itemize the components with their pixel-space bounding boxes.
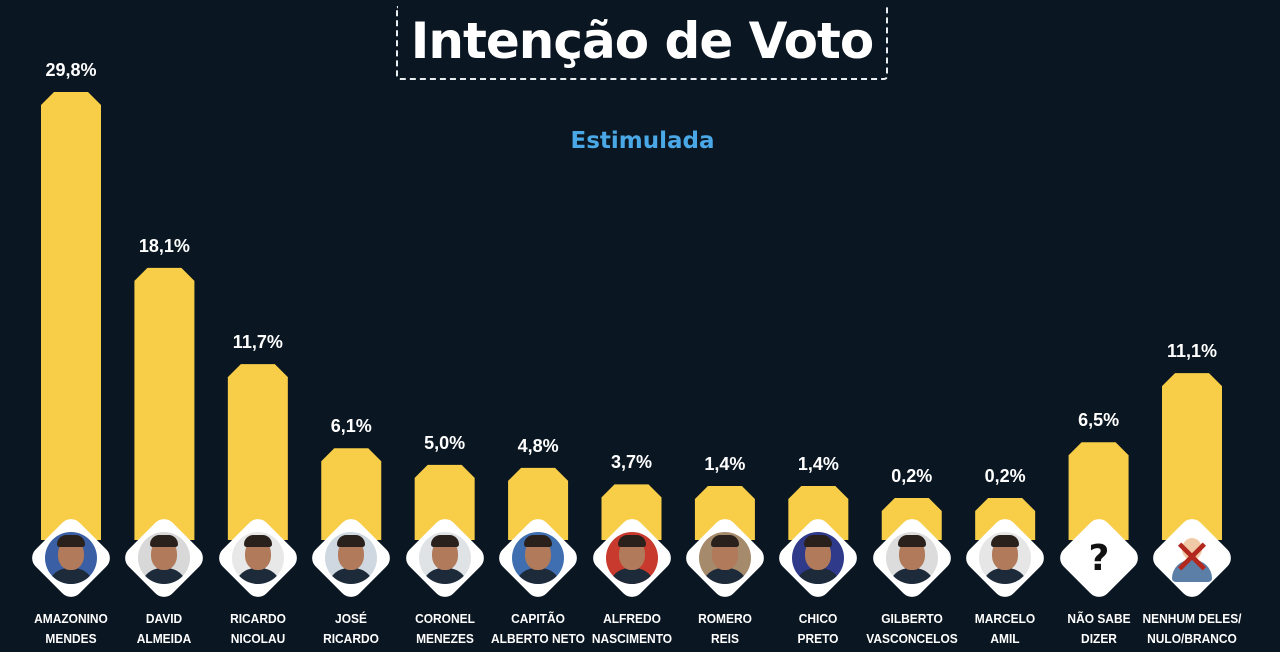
category-label-line: MENEZES (415, 631, 474, 646)
bar (227, 364, 288, 540)
category-label-line: CAPITÃO (511, 611, 565, 626)
value-label: 4,8% (517, 435, 559, 456)
value-label: 1,4% (797, 454, 839, 474)
category-label-line: NICOLAU (230, 631, 286, 646)
chart-subtitle: Estimulada (570, 128, 715, 154)
category-label-line: CHICO (799, 611, 838, 626)
bar (41, 92, 101, 541)
category-label: CORONEL MENEZES (394, 609, 495, 649)
category-label-line: ROMERO (697, 611, 752, 626)
value-label: 6,5% (1078, 410, 1120, 431)
category-label: JOSÉ RICARDO (301, 609, 402, 649)
category-label-line: MENDES (45, 631, 97, 646)
category-label: CAPITÃO ALBERTO NETO (487, 609, 588, 649)
title-frame (396, 6, 888, 80)
candidate-photo (231, 532, 284, 584)
bar (788, 486, 849, 540)
category-label: DAVID ALMEIDA (114, 609, 215, 649)
category-label: CHICO PRETO (768, 609, 869, 649)
category-label-line: DIZER (1080, 631, 1117, 646)
category-label-line: JOSÉ (335, 611, 368, 626)
candidate-photo (512, 532, 565, 584)
category-label-line: RICARDO (229, 611, 286, 626)
value-label: 29,8% (45, 60, 97, 80)
value-label: 5,0% (424, 432, 466, 453)
category-label-line: REIS (710, 631, 739, 646)
candidate-photo (605, 532, 658, 584)
category-label-line: RICARDO (323, 631, 380, 646)
bar (1162, 373, 1222, 540)
question-mark-icon: ? (1088, 537, 1110, 579)
value-label: 18,1% (138, 235, 190, 256)
category-label-line: NENHUM DELES/ (1142, 611, 1242, 626)
category-label-line: ALMEIDA (137, 631, 192, 646)
category-label: NÃO SABE DIZER (1048, 609, 1149, 649)
value-label: 0,2% (891, 466, 933, 486)
category-label: RICARDO NICOLAU (207, 609, 308, 649)
category-label: NENHUM DELES/NULO/BRANCO (1141, 609, 1242, 649)
category-label-line: DAVID (146, 611, 183, 626)
category-label-line: AMAZONINO (34, 611, 108, 626)
candidate-photo (138, 532, 191, 584)
category-label: GILBERTO VASCONCELOS (861, 609, 962, 649)
candidate-photo (979, 532, 1032, 584)
value-label: 1,4% (704, 454, 746, 474)
value-label: 3,7% (610, 452, 653, 473)
candidate-photo (325, 532, 378, 584)
candidate-photo (698, 532, 751, 584)
value-label: 0,2% (984, 466, 1026, 486)
candidate-photo (45, 532, 97, 584)
crossed-out-person-icon: ✕ (1171, 530, 1213, 586)
category-label-line: NÃO SABE (1067, 611, 1131, 626)
category-label: MARCELO AMIL (955, 609, 1056, 649)
candidate-photo (885, 532, 938, 584)
category-label-line: ALBERTO NETO (491, 631, 586, 646)
value-label: 6,1% (330, 416, 372, 437)
category-label-line: NULO/BRANCO (1147, 631, 1237, 646)
bar (321, 448, 382, 540)
category-label-line: VASCONCELOS (866, 631, 958, 646)
category-label-line: CORONEL (414, 611, 475, 626)
category-label: AMAZONINO MENDES (20, 609, 121, 649)
candidate-photo (418, 532, 471, 584)
category-label: ROMERO REIS (674, 609, 775, 649)
bar (508, 467, 569, 540)
category-label-line: GILBERTO (880, 611, 943, 626)
bar (414, 464, 475, 540)
category-label-line: ALFREDO (602, 611, 661, 626)
value-label: 11,1% (1166, 341, 1218, 362)
bar (1068, 442, 1129, 540)
bar (134, 267, 195, 540)
category-label-line: MARCELO (974, 611, 1036, 626)
category-label-line: NASCIMENTO (591, 631, 672, 646)
value-label: 11,7% (232, 332, 283, 353)
bar (694, 486, 755, 540)
category-label-line: PRETO (797, 631, 839, 646)
category-label-line: AMIL (990, 631, 1020, 646)
category-label: ALFREDO NASCIMENTO (581, 609, 682, 649)
chart-title: Intenção de Voto (410, 12, 874, 70)
candidate-photo (792, 532, 845, 584)
bar (601, 484, 662, 540)
